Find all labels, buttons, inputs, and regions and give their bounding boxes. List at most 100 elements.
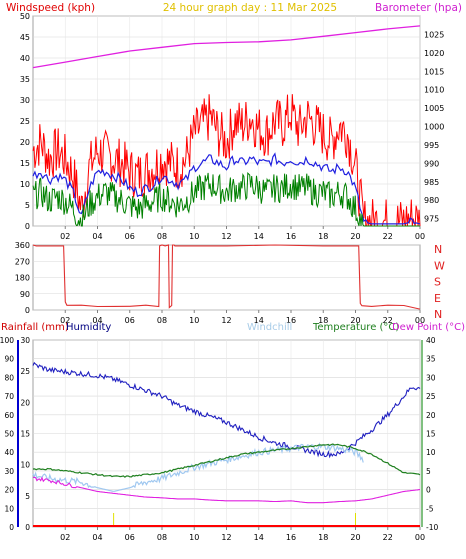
- temperature-axis-title: Temperature (°C): [312, 322, 399, 333]
- temperature-tick-label: -5: [426, 504, 434, 513]
- wind-left-tick-label: 20: [20, 138, 30, 147]
- rainfall-axis-title: Rainfall (mm): [1, 322, 69, 333]
- temp-x-tick-label: 06: [125, 533, 135, 542]
- barometer-tick-label: 1010: [424, 86, 444, 95]
- direction-x-tick-label: 06: [125, 316, 135, 325]
- rain-tick-label: 25: [20, 367, 30, 376]
- humidity-axis-title: Humidity: [66, 322, 111, 333]
- windchill-axis-title: Windchill: [247, 322, 292, 333]
- wind-left-tick-label: 10: [20, 180, 30, 189]
- wind-x-tick-label: 20: [350, 232, 360, 241]
- temp-x-tick-label: 08: [157, 533, 167, 542]
- compass-label: N: [434, 243, 442, 256]
- wind-x-tick-label: 12: [221, 232, 231, 241]
- direction-x-tick-label: 16: [286, 316, 296, 325]
- barometer-tick-label: 1015: [424, 67, 444, 76]
- direction-x-tick-label: 20: [350, 316, 360, 325]
- wind-x-tick-label: 16: [286, 232, 296, 241]
- direction-tick-label: 0: [25, 306, 30, 315]
- rain-tick-label: 5: [25, 492, 30, 501]
- temperature-tick-label: 35: [426, 355, 436, 364]
- wind-x-tick-label: 08: [157, 232, 167, 241]
- barometer-tick-label: 1000: [424, 123, 444, 132]
- compass-label: N: [434, 308, 442, 321]
- wind-lull-line: [32, 171, 420, 227]
- direction-tick-label: 270: [15, 257, 30, 266]
- dewpoint-axis-title: Dew Point (°C): [392, 322, 465, 333]
- humidity-tick-label: 90: [4, 355, 14, 364]
- barometer-tick-label: 980: [424, 196, 439, 205]
- direction-tick-label: 360: [15, 241, 30, 250]
- windspeed-axis-title: Windspeed (kph): [6, 2, 95, 14]
- humidity-tick-label: 0: [9, 523, 14, 532]
- rain-tick-label: 10: [20, 461, 30, 470]
- wind-left-tick-label: 15: [20, 159, 30, 168]
- direction-x-tick-label: 22: [383, 316, 393, 325]
- barometer-tick-label: 985: [424, 178, 439, 187]
- temp-x-tick-label: 20: [350, 533, 360, 542]
- humidity-tick-label: 20: [4, 486, 14, 495]
- direction-x-tick-label: 10: [189, 316, 199, 325]
- wind-left-tick-label: 50: [20, 12, 30, 21]
- temp-x-tick-label: 10: [189, 533, 199, 542]
- direction-x-tick-label: 18: [318, 316, 328, 325]
- humidity-tick-label: 70: [4, 392, 14, 401]
- rain-tick-label: 30: [20, 336, 30, 345]
- wind-average-line: [32, 152, 421, 225]
- barometer-line: [32, 25, 421, 69]
- wind-left-tick-label: 25: [20, 117, 30, 126]
- barometer-tick-label: 990: [424, 159, 439, 168]
- humidity-tick-label: 10: [4, 504, 14, 513]
- temperature-tick-label: 25: [426, 392, 436, 401]
- temperature-tick-label: -10: [426, 523, 438, 532]
- wind-left-tick-label: 40: [20, 54, 30, 63]
- wind-left-tick-label: 35: [20, 75, 30, 84]
- temperature-humidity-panel: 0102030405060708090100051015202530-10-50…: [0, 322, 465, 542]
- temperature-tick-label: 5: [426, 467, 431, 476]
- wind-left-tick-label: 45: [20, 33, 30, 42]
- compass-label: E: [434, 292, 441, 305]
- wind-x-tick-label: 06: [125, 232, 135, 241]
- wind-x-tick-label: 14: [254, 232, 264, 241]
- wind-left-tick-label: 0: [25, 222, 30, 231]
- direction-x-tick-label: 12: [221, 316, 231, 325]
- wind-x-tick-label: 02: [60, 232, 70, 241]
- windchill-line: [32, 442, 364, 492]
- compass-label: W: [434, 259, 445, 272]
- rain-tick-label: 15: [20, 430, 30, 439]
- direction-tick-label: 180: [15, 274, 30, 283]
- wind-x-tick-label: 10: [189, 232, 199, 241]
- humidity-tick-label: 30: [4, 467, 14, 476]
- barometer-tick-label: 1025: [424, 30, 444, 39]
- temperature-tick-label: 20: [426, 411, 436, 420]
- wind-x-tick-label: 04: [92, 232, 102, 241]
- temperature-tick-label: 10: [426, 448, 436, 457]
- temp-x-tick-label: 04: [92, 533, 102, 542]
- direction-x-tick-label: 00: [415, 316, 425, 325]
- wind-barometer-panel: 0510152025303540455097598098599099510001…: [6, 2, 462, 241]
- humidity-tick-label: 60: [4, 411, 14, 420]
- barometer-axis-title: Barometer (hpa): [375, 2, 462, 14]
- wind-x-tick-label: 22: [383, 232, 393, 241]
- humidity-line: [32, 361, 421, 459]
- barometer-tick-label: 1005: [424, 104, 444, 113]
- temperature-tick-label: 40: [426, 336, 436, 345]
- temperature-tick-label: 30: [426, 373, 436, 382]
- humidity-tick-label: 40: [4, 448, 14, 457]
- wind-direction-line: [32, 244, 421, 310]
- humidity-tick-label: 100: [0, 336, 14, 345]
- wind-left-tick-label: 5: [25, 201, 30, 210]
- barometer-tick-label: 1020: [424, 49, 444, 58]
- temperature-tick-label: 0: [426, 486, 431, 495]
- temp-x-tick-label: 02: [60, 533, 70, 542]
- wind-chart-title: 24 hour graph day : 11 Mar 2025: [163, 2, 337, 14]
- direction-tick-label: 90: [20, 290, 30, 299]
- humidity-tick-label: 50: [4, 430, 14, 439]
- direction-x-tick-label: 08: [157, 316, 167, 325]
- dewpoint-line: [32, 476, 421, 504]
- temp-x-tick-label: 22: [383, 533, 393, 542]
- wind-x-tick-label: 18: [318, 232, 328, 241]
- temp-x-tick-label: 00: [415, 533, 425, 542]
